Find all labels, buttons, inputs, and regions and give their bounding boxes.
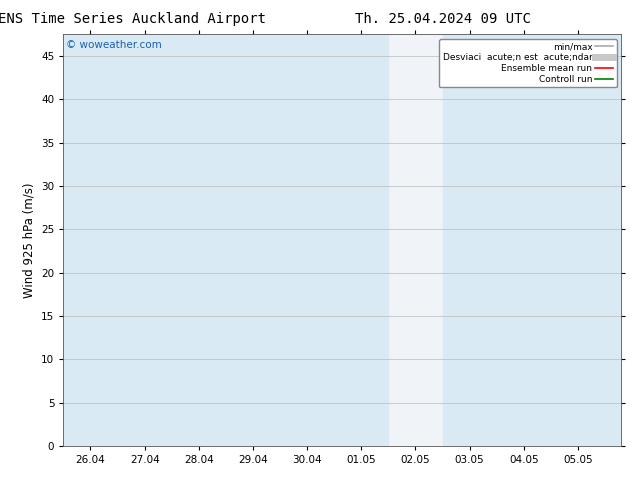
Y-axis label: Wind 925 hPa (m/s): Wind 925 hPa (m/s) <box>23 182 36 298</box>
Legend: min/max, Desviaci  acute;n est  acute;ndar, Ensemble mean run, Controll run: min/max, Desviaci acute;n est acute;ndar… <box>439 39 617 87</box>
Bar <box>551 34 634 446</box>
Bar <box>63 34 172 446</box>
Text: ENS Time Series Auckland Airport: ENS Time Series Auckland Airport <box>0 12 266 26</box>
Text: Th. 25.04.2024 09 UTC: Th. 25.04.2024 09 UTC <box>355 12 531 26</box>
Text: © woweather.com: © woweather.com <box>66 41 162 50</box>
Bar <box>280 34 389 446</box>
Bar <box>172 34 280 446</box>
Bar <box>443 34 551 446</box>
